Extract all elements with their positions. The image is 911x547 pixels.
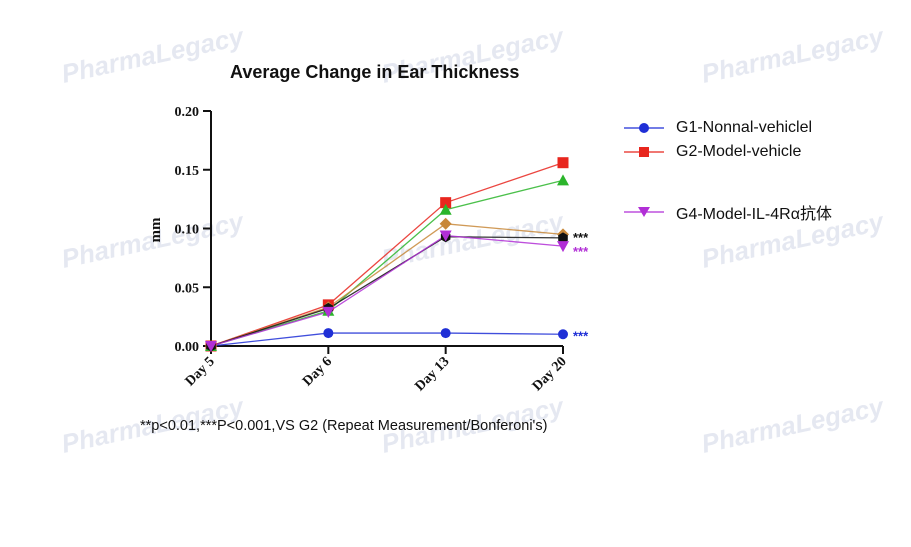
x-tick-label: Day 5 (183, 354, 218, 389)
x-tick-label: Day 6 (300, 354, 335, 389)
significance-annotation: *** (573, 230, 589, 245)
legend-label: G2-Model-vehicle (676, 143, 802, 160)
legend-label: G1-Nonnal-vehiclel (676, 119, 813, 136)
legend-item-g4: G4-Model-IL-4Rα抗体 (622, 202, 832, 223)
footnote: **p<0.01,***P<0.001,VS G2 (Repeat Measur… (140, 418, 548, 434)
legend-marker-circle-icon (624, 123, 664, 133)
series-line (210, 179, 564, 347)
legend-item-g2: G2-Model-vehicle (622, 142, 801, 162)
data-point (557, 157, 569, 169)
data-point (557, 174, 569, 186)
y-tick-label: 0.15 (175, 164, 200, 179)
series-line (210, 236, 564, 347)
y-axis-label: mm (148, 217, 164, 242)
y-tick-label: 0.00 (175, 340, 200, 355)
data-point (440, 197, 452, 209)
x-tick-label: Day 13 (412, 354, 452, 394)
data-point (205, 341, 217, 352)
data-point (439, 230, 452, 242)
data-point (322, 306, 335, 318)
data-point (558, 329, 568, 340)
series-line (210, 162, 564, 347)
data-point (439, 203, 452, 215)
significance-annotation: *** (573, 244, 589, 259)
chart-title: Average Change in Ear Thickness (230, 62, 520, 82)
legend-item-g1: G1-Nonnal-vehiclel (622, 118, 812, 138)
significance-annotation: *** (573, 328, 589, 343)
series-line (210, 234, 564, 347)
y-tick-label: 0.10 (175, 223, 200, 238)
legend-marker-triangle-down-icon (624, 207, 664, 217)
data-point (557, 241, 569, 253)
series-line (210, 332, 564, 347)
legend-marker-square-icon (624, 147, 664, 157)
data-point (558, 232, 568, 244)
legend-label: G4-Model-IL-4Rα抗体 (676, 206, 832, 223)
x-tick-label: Day 20 (530, 354, 570, 394)
data-point (440, 328, 451, 339)
y-tick-label: 0.20 (175, 105, 200, 120)
y-tick-label: 0.05 (175, 281, 200, 296)
data-point (323, 328, 334, 339)
data-point (439, 217, 452, 230)
